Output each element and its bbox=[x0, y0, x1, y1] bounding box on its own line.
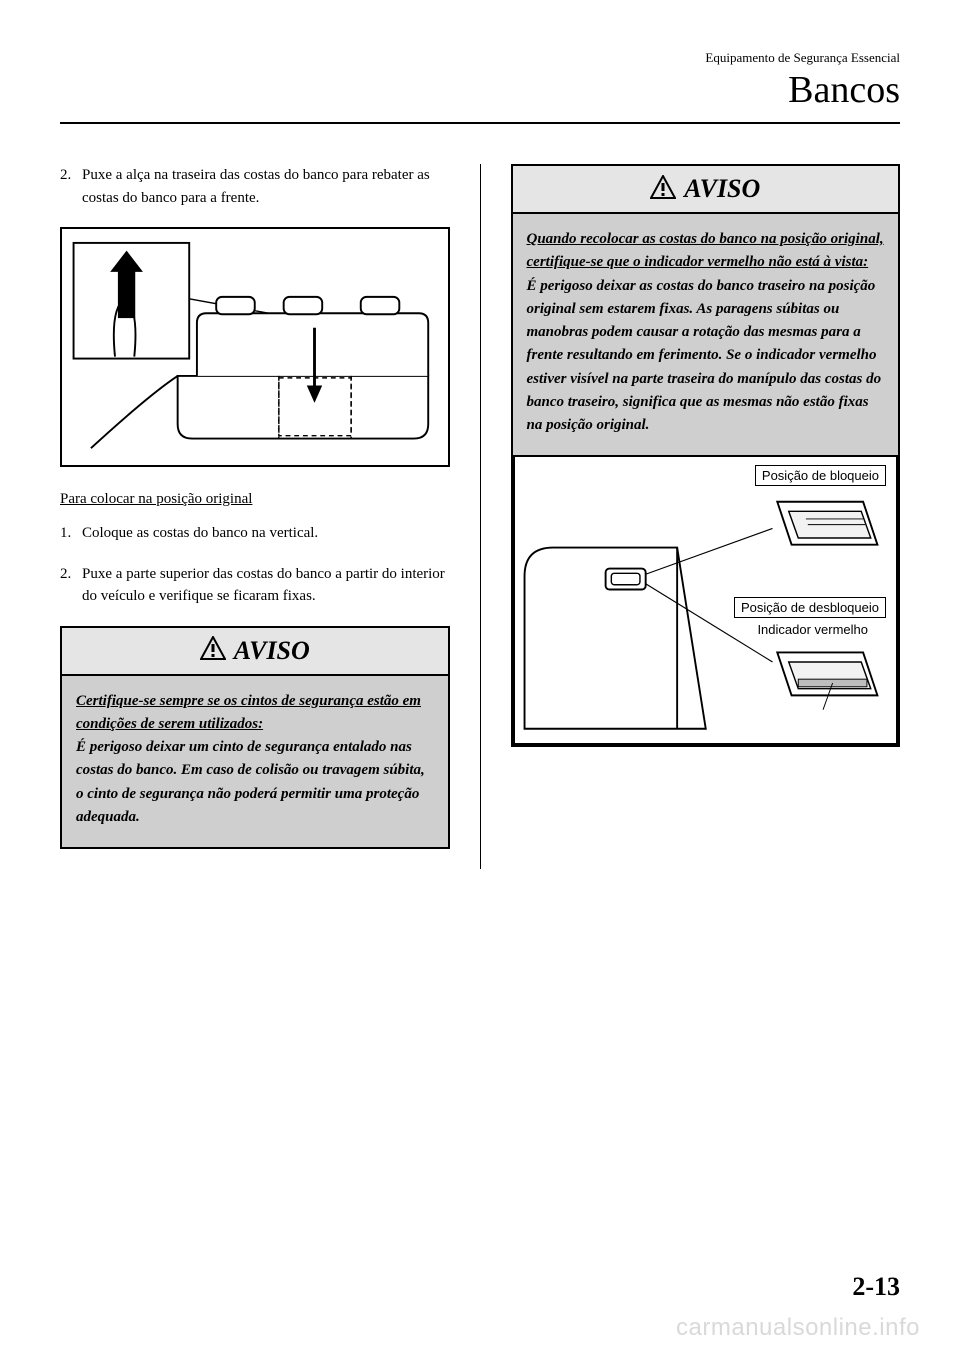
item-number: 1. bbox=[60, 522, 82, 545]
seat-fold-illustration bbox=[62, 229, 448, 465]
warning-body: Certifique-se sempre se os cintos de seg… bbox=[62, 676, 448, 848]
item-text: Puxe a parte superior das costas do banc… bbox=[82, 563, 450, 608]
label-unlock-position: Posição de desbloqueio bbox=[734, 597, 886, 618]
right-column: AVISO Quando recolocar as costas do banc… bbox=[511, 164, 901, 869]
label-lock-position: Posição de bloqueio bbox=[755, 465, 886, 486]
list-item: 2. Puxe a parte superior das costas do b… bbox=[60, 563, 450, 608]
list-item: 2. Puxe a alça na traseira das costas do… bbox=[60, 164, 450, 209]
warning-text: É perigoso deixar as costas do banco tra… bbox=[527, 278, 882, 434]
header-rule bbox=[60, 122, 900, 124]
warning-triangle-icon bbox=[200, 636, 226, 665]
left-column: 2. Puxe a alça na traseira das costas do… bbox=[60, 164, 450, 869]
warning-header: AVISO bbox=[62, 628, 448, 676]
lock-indicator-figure: Posição de bloqueio Posição de desbloque… bbox=[513, 455, 899, 745]
warning-box: AVISO Certifique-se sempre se os cintos … bbox=[60, 626, 450, 850]
column-divider bbox=[480, 164, 481, 869]
warning-triangle-icon bbox=[650, 175, 676, 204]
header-category: Equipamento de Segurança Essencial bbox=[60, 50, 900, 66]
warning-title: AVISO bbox=[684, 174, 760, 204]
subheading: Para colocar na posição original bbox=[60, 491, 450, 508]
list-item: 1. Coloque as costas do banco na vertica… bbox=[60, 522, 450, 545]
warning-title: AVISO bbox=[234, 636, 310, 666]
header-title: Bancos bbox=[60, 68, 900, 112]
warning-box: AVISO Quando recolocar as costas do banc… bbox=[511, 164, 901, 747]
item-text: Coloque as costas do banco na vertical. bbox=[82, 522, 318, 545]
page-header: Equipamento de Segurança Essencial Banco… bbox=[60, 50, 900, 112]
seat-fold-figure bbox=[60, 227, 450, 467]
item-number: 2. bbox=[60, 563, 82, 608]
warning-lead: Certifique-se sempre se os cintos de seg… bbox=[76, 693, 421, 732]
warning-header: AVISO bbox=[513, 166, 899, 214]
warning-text: É perigoso deixar um cinto de segurança … bbox=[76, 739, 425, 825]
warning-lead: Quando recolocar as costas do banco na p… bbox=[527, 231, 884, 270]
label-red-indicator: Indicador vermelho bbox=[757, 622, 868, 637]
item-text: Puxe a alça na traseira das costas do ba… bbox=[82, 164, 450, 209]
warning-body: Quando recolocar as costas do banco na p… bbox=[513, 214, 899, 455]
content-columns: 2. Puxe a alça na traseira das costas do… bbox=[60, 164, 900, 869]
page-number: 2-13 bbox=[852, 1272, 900, 1302]
item-number: 2. bbox=[60, 164, 82, 209]
watermark: carmanualsonline.info bbox=[676, 1314, 920, 1342]
